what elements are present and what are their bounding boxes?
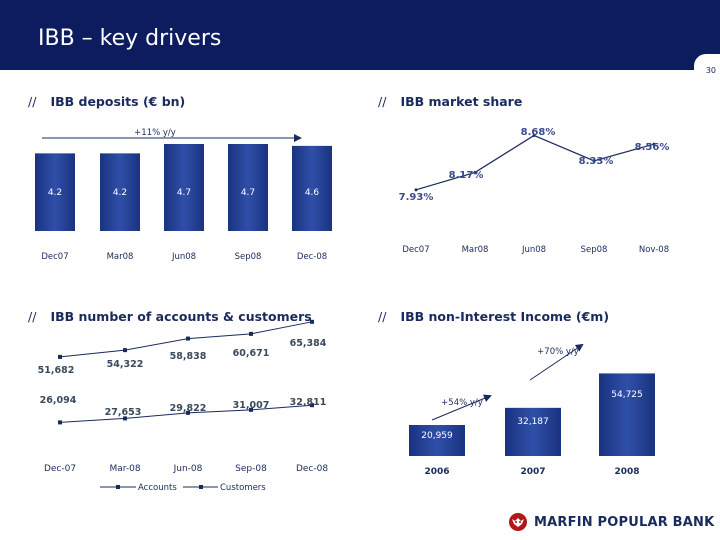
deposits-value-label: 4.2 <box>113 188 127 198</box>
accounts-point <box>123 348 127 353</box>
deposits-bar <box>100 153 140 232</box>
deposits-title-row: // IBB deposits (€ bn) <box>28 94 185 109</box>
customers-legend-label: Customers <box>220 483 266 493</box>
accounts-value-label: 54,322 <box>107 359 144 370</box>
market-share-x-tick: Jun08 <box>521 245 546 255</box>
market-share-value-label: 8.68% <box>521 127 556 138</box>
market-share-point <box>532 133 536 137</box>
accounts-x-tick: Dec-07 <box>44 464 76 474</box>
income-value-label: 54,725 <box>611 390 643 400</box>
market-share-x-tick: Mar08 <box>462 245 489 255</box>
page-number-tab <box>694 54 720 76</box>
income-bar <box>599 373 655 457</box>
section-marker: // <box>28 94 37 109</box>
bank-logo: MARFIN POPULAR BANK <box>508 512 714 532</box>
accounts-x-tick: Mar-08 <box>109 464 140 474</box>
accounts-point <box>186 336 190 341</box>
market-share-value-label: 8.56% <box>635 142 670 153</box>
income-x-tick: 2008 <box>614 467 639 477</box>
market-share-point <box>473 170 477 174</box>
accounts-point <box>310 319 314 324</box>
accounts-x-tick: Dec-08 <box>296 464 328 474</box>
market-share-chart-title: IBB market share <box>400 94 523 109</box>
deposits-growth-annotation: +11% y/y <box>134 128 176 138</box>
section-marker: // <box>378 309 387 324</box>
accounts-value-label: 58,838 <box>170 351 207 362</box>
income-value-label: 20,959 <box>421 431 453 441</box>
income-growth-arrow-2007 <box>431 394 492 421</box>
customers-point <box>58 420 62 425</box>
accounts-point <box>58 354 62 359</box>
section-marker: // <box>378 94 387 109</box>
deposits-bar <box>228 144 268 232</box>
market-share-title-row: // IBB market share <box>378 94 522 109</box>
income-bar <box>505 407 561 457</box>
accounts-value-label: 60,671 <box>233 348 270 359</box>
market-share-point <box>414 188 418 192</box>
market-share-point <box>652 142 656 146</box>
income-growth-annotation-2007: +54% y/y <box>441 398 483 408</box>
deposits-x-tick: Dec07 <box>41 252 68 262</box>
deposits-value-label: 4.7 <box>241 188 255 198</box>
market-share-value-label: 8.33% <box>579 156 614 167</box>
customers-point <box>186 410 190 415</box>
accounts-x-tick: Jun-08 <box>173 464 203 474</box>
deposits-x-tick: Mar08 <box>107 252 134 262</box>
customers-point <box>310 403 314 408</box>
income-chart-title: IBB non-Interest Income (€m) <box>400 309 610 324</box>
income-x-tick: 2007 <box>520 467 545 477</box>
market-share-value-label: 7.93% <box>399 192 434 203</box>
income-growth-annotation-2008: +70% y/y <box>537 347 579 357</box>
market-share-x-tick: Dec07 <box>402 245 429 255</box>
market-share-point <box>592 159 596 163</box>
customers-point <box>123 416 127 421</box>
accounts-x-tick: Sep-08 <box>235 464 267 474</box>
customers-value-label: 32,811 <box>290 397 327 408</box>
customers-point <box>249 407 253 412</box>
customers-value-label: 31,007 <box>233 400 270 411</box>
deposits-x-tick: Dec-08 <box>297 252 327 262</box>
market-share-line <box>415 134 655 191</box>
accounts-point <box>249 331 253 336</box>
customers-legend-marker <box>199 485 203 489</box>
accounts-value-label: 51,682 <box>38 365 75 376</box>
deposits-value-label: 4.7 <box>177 188 191 198</box>
income-bar <box>409 424 465 457</box>
income-growth-arrow-2008 <box>529 343 584 381</box>
deposits-value-label: 4.6 <box>305 188 320 198</box>
page-number: 30 <box>705 66 716 75</box>
deposits-x-tick: Sep08 <box>235 252 262 262</box>
deposits-chart-title: IBB deposits (€ bn) <box>50 94 186 109</box>
accounts-title-row: // IBB number of accounts & customers <box>28 309 312 324</box>
income-x-tick: 2006 <box>424 467 449 477</box>
header-bar <box>0 0 720 70</box>
customers-value-label: 29,822 <box>170 403 207 414</box>
market-share-x-tick: Sep08 <box>581 245 608 255</box>
deposits-bar <box>164 144 204 232</box>
deposits-bar <box>35 153 75 232</box>
customers-value-label: 26,094 <box>40 395 77 406</box>
bull-emblem-icon <box>509 513 527 531</box>
deposits-x-tick: Jun08 <box>171 252 196 262</box>
market-share-x-tick: Nov-08 <box>639 245 669 255</box>
accounts-legend-marker <box>116 485 120 489</box>
section-marker: // <box>28 309 37 324</box>
customers-value-label: 27,653 <box>105 407 142 418</box>
accounts-value-label: 65,384 <box>290 338 327 349</box>
income-title-row: // IBB non-Interest Income (€m) <box>378 309 609 324</box>
market-share-value-label: 8.17% <box>449 170 484 181</box>
page-title: IBB – key drivers <box>38 26 222 51</box>
deposits-bar <box>292 145 332 232</box>
accounts-legend-label: Accounts <box>138 483 177 493</box>
accounts-chart-title: IBB number of accounts & customers <box>50 309 312 324</box>
bank-name: MARFIN POPULAR BANK <box>534 514 715 530</box>
deposits-value-label: 4.2 <box>48 188 62 198</box>
income-value-label: 32,187 <box>517 417 549 427</box>
